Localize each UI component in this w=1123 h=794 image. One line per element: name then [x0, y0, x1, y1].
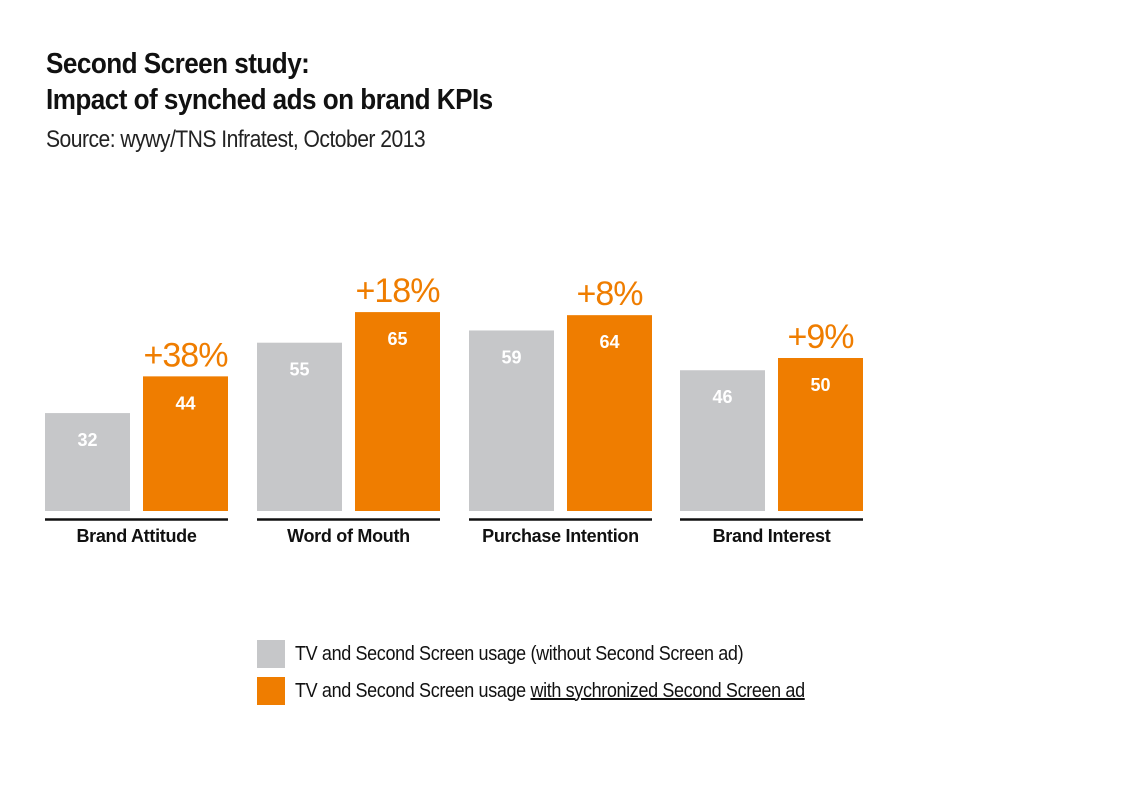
bar-value-label-with-ad-1: 65	[387, 329, 407, 349]
legend-label-with-ad: TV and Second Screen usage with sychroni…	[295, 680, 805, 703]
bar-value-label-without-ad-0: 32	[77, 430, 97, 450]
title-line-2: Impact of synched ads on brand KPIs	[46, 84, 493, 116]
bar-without-ad-1	[257, 342, 342, 511]
bar-with-ad-1	[355, 312, 440, 511]
title-line-1: Second Screen study:	[46, 48, 310, 80]
uplift-label-1: +18%	[356, 272, 441, 310]
legend: TV and Second Screen usage (without Seco…	[257, 640, 861, 714]
bar-value-label-with-ad-0: 44	[175, 393, 195, 413]
bar-without-ad-3	[680, 370, 765, 511]
bar-value-label-with-ad-2: 64	[599, 332, 619, 352]
bar-without-ad-0	[45, 413, 130, 511]
legend-label-with-ad-underlined: with sychronized Second Screen ad	[530, 679, 805, 702]
bar-with-ad-3	[778, 358, 863, 511]
bar-value-label-without-ad-2: 59	[501, 347, 521, 367]
bar-with-ad-2	[567, 315, 652, 511]
legend-item-with-ad: TV and Second Screen usage with sychroni…	[257, 677, 861, 705]
category-label-0: Brand Attitude	[76, 526, 196, 546]
category-label-1: Word of Mouth	[287, 526, 410, 546]
bar-with-ad-0	[143, 376, 228, 511]
legend-label-without-ad: TV and Second Screen usage (without Seco…	[295, 642, 744, 665]
chart-title: Second Screen study: Impact of synched a…	[46, 46, 493, 118]
category-label-2: Purchase Intention	[482, 526, 639, 546]
legend-swatch-with-ad	[257, 677, 285, 705]
category-label-3: Brand Interest	[713, 526, 831, 546]
bar-value-label-with-ad-3: 50	[810, 375, 830, 395]
bar-value-label-without-ad-1: 55	[289, 360, 309, 380]
legend-swatch-without-ad	[257, 640, 285, 668]
uplift-label-2: +8%	[577, 275, 644, 313]
legend-label-with-ad-prefix: TV and Second Screen usage	[295, 679, 531, 702]
bar-without-ad-2	[469, 330, 554, 511]
legend-item-without-ad: TV and Second Screen usage (without Seco…	[257, 640, 861, 668]
uplift-label-3: +9%	[788, 318, 855, 356]
source-note: Source: wywy/TNS Infratest, October 2013	[46, 126, 426, 153]
bar-value-label-without-ad-3: 46	[712, 387, 732, 407]
uplift-label-0: +38%	[144, 336, 229, 374]
